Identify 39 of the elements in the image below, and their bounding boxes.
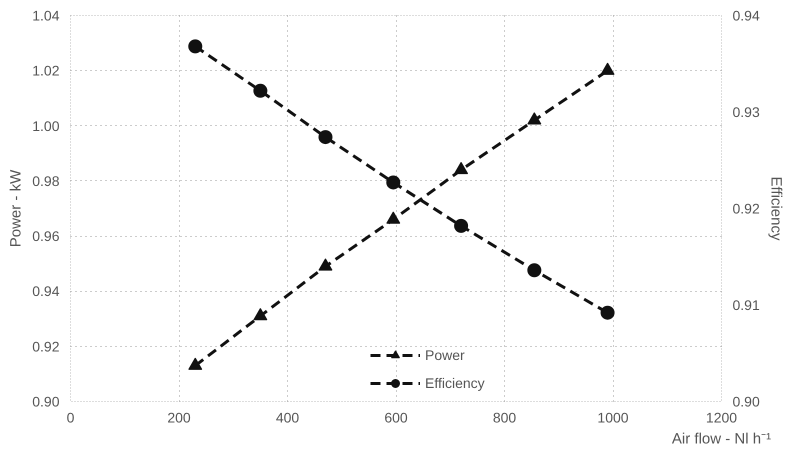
legend-label: Power (425, 347, 465, 363)
y-tick-label: 0.94 (32, 283, 60, 300)
point (386, 212, 400, 224)
point (253, 308, 268, 320)
y-tick-label: 0.92 (32, 338, 60, 354)
x-tick-label: 400 (276, 410, 300, 426)
y2-axis-title: Efficiency (768, 176, 785, 241)
y2-tick-label: 0.90 (732, 394, 760, 410)
y-tick-label: 1.04 (32, 8, 60, 24)
x-tick-label: 1000 (597, 410, 629, 426)
point (188, 358, 202, 370)
x-tick-label: 0 (66, 410, 75, 426)
y2-tick-label: 0.94 (732, 8, 760, 24)
y2-tick-label: 0.91 (732, 297, 760, 313)
y-tick-label: 1.02 (32, 62, 60, 79)
point (527, 112, 542, 125)
y2-tick-label: 0.93 (732, 104, 760, 120)
y-tick-label: 1.00 (32, 118, 60, 134)
point (253, 84, 268, 98)
x-tick-label: 200 (167, 410, 191, 426)
y2-tick-label: 0.92 (732, 200, 760, 216)
x-tick-label: 800 (492, 410, 516, 426)
point (454, 162, 468, 174)
point (318, 258, 332, 271)
point (600, 62, 615, 75)
x-axis-title: Air flow - Nl h⁻¹ (672, 430, 772, 448)
point (188, 39, 202, 54)
x-tick-label: 600 (384, 410, 408, 426)
x-tick-label: 1200 (706, 410, 738, 426)
point (600, 306, 615, 320)
y-tick-label: 0.96 (32, 228, 60, 244)
y-tick-label: 0.90 (32, 394, 60, 410)
point (454, 218, 468, 233)
y-tick-label: 0.98 (32, 172, 60, 189)
point (318, 130, 332, 144)
y-axis-title: Power - kW (7, 168, 24, 248)
point (527, 263, 542, 278)
point (386, 175, 400, 190)
legend-label: Efficiency (425, 375, 485, 391)
